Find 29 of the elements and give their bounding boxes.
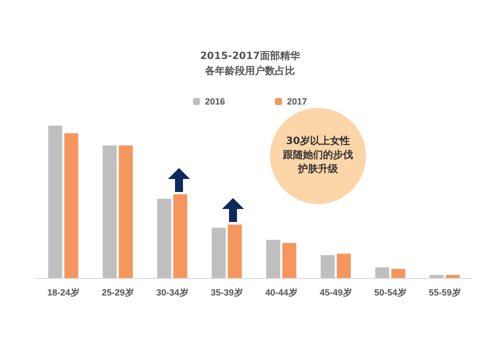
bar xyxy=(320,255,335,278)
x-tick-label: 45-49岁 xyxy=(320,288,352,298)
bar xyxy=(48,126,62,278)
circle-badge: 30岁以上女性跟随她们的步伐护肤升级 xyxy=(270,108,366,204)
bar xyxy=(212,228,226,278)
bar xyxy=(266,240,280,278)
bar xyxy=(391,268,406,278)
legend-label: 2017 xyxy=(287,96,308,106)
bar xyxy=(118,145,133,278)
bar xyxy=(228,224,242,278)
x-tick-label: 30-34岁 xyxy=(156,288,188,298)
bar xyxy=(282,242,296,278)
legend-label: 2016 xyxy=(204,96,226,106)
x-tick-label: 35-39岁 xyxy=(210,288,243,298)
bar xyxy=(157,198,172,278)
x-tick-label: 25-29岁 xyxy=(102,288,134,298)
annotation: 30岁以上女性跟随她们的步伐护肤升级 xyxy=(282,135,354,177)
x-tick-label: 55-59岁 xyxy=(428,288,461,298)
bar xyxy=(375,267,390,278)
bar xyxy=(446,274,460,278)
x-tick-label: 40-44岁 xyxy=(265,288,298,298)
bar xyxy=(430,274,444,278)
chart-title: 2015-2017面部精华各年龄段用户数占比 xyxy=(200,50,301,77)
bar xyxy=(102,145,117,278)
bar xyxy=(173,194,188,278)
x-tick-label: 50-54岁 xyxy=(374,288,406,298)
bar xyxy=(336,254,351,278)
x-tick-label: 18-24岁 xyxy=(47,288,80,298)
bar xyxy=(64,133,78,278)
